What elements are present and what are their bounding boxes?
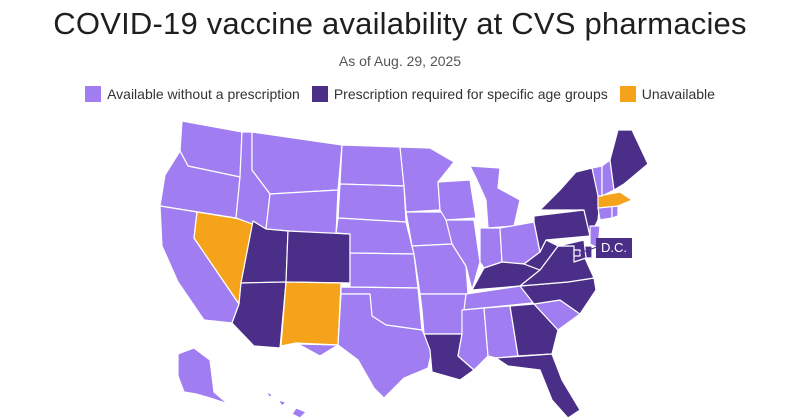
legend-swatch-available	[85, 86, 102, 102]
dc-label-box	[596, 238, 632, 258]
dc-label: D.C.	[601, 240, 627, 255]
state-ms	[457, 307, 489, 371]
state-wi	[437, 179, 477, 221]
state-sd	[337, 183, 407, 223]
state-mi	[469, 165, 521, 229]
state-ak	[177, 347, 229, 405]
dc-callout-line	[579, 246, 598, 254]
state-co	[285, 230, 351, 284]
legend: Available without a prescription Prescri…	[0, 86, 800, 102]
state-ri	[611, 205, 619, 219]
legend-item-prescription: Prescription required for specific age g…	[311, 86, 608, 102]
state-ks	[349, 252, 419, 289]
state-in	[479, 227, 503, 269]
state-az	[231, 281, 287, 349]
legend-swatch-prescription	[311, 86, 328, 102]
legend-label-available: Available without a prescription	[107, 86, 300, 102]
state-mt	[251, 131, 343, 195]
state-ar	[419, 293, 467, 335]
state-nd	[339, 144, 405, 187]
legend-swatch-unavailable	[619, 86, 636, 102]
subtitle: As of Aug. 29, 2025	[338, 53, 462, 69]
state-dc	[573, 249, 581, 257]
state-me	[609, 129, 649, 191]
state-tx	[297, 293, 433, 399]
legend-item-available: Available without a prescription	[85, 86, 300, 102]
legend-item-unavailable: Unavailable	[619, 86, 715, 102]
state-nm	[280, 281, 342, 347]
us-map: D.C.	[159, 120, 649, 419]
state-wv	[523, 239, 559, 271]
state-ma	[597, 191, 633, 209]
state-wy	[265, 189, 339, 236]
legend-label-prescription: Prescription required for specific age g…	[333, 86, 608, 102]
page-title: COVID-19 vaccine availability at CVS pha…	[53, 6, 747, 41]
state-hi	[265, 391, 307, 419]
state-fl	[495, 353, 581, 419]
legend-label-unavailable: Unavailable	[641, 86, 715, 102]
